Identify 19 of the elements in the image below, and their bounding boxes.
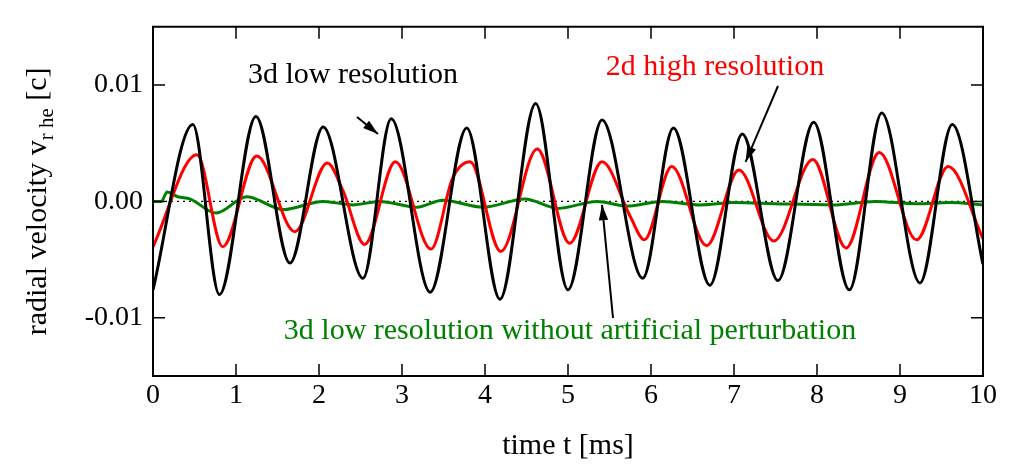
x-tick-label: 1 (229, 378, 243, 410)
x-tick-label: 4 (478, 378, 492, 410)
x-axis-title: time t [ms] (502, 426, 634, 460)
x-tick-label: 6 (644, 378, 658, 410)
annotation: 3d low resolution without artificial perturbation (283, 311, 857, 345)
x-tick-label: 10 (969, 378, 997, 410)
y-tick-label: -0.01 (84, 300, 143, 332)
x-tick-label: 2 (312, 378, 326, 410)
x-tick-label: 3 (395, 378, 409, 410)
x-tick-label: 8 (810, 378, 824, 410)
y-tick-label: 0.00 (94, 183, 143, 215)
x-tick-label: 5 (561, 378, 575, 410)
y-tick-label: 0.01 (94, 67, 143, 99)
x-tick-label: 9 (893, 378, 907, 410)
y-axis-title: radial velocity vr he [c] (18, 67, 58, 336)
annotation: 2d high resolution (605, 47, 825, 81)
x-tick-label: 7 (727, 378, 741, 410)
x-tick-label: 0 (146, 378, 160, 410)
annotation: 3d low resolution (248, 55, 458, 89)
